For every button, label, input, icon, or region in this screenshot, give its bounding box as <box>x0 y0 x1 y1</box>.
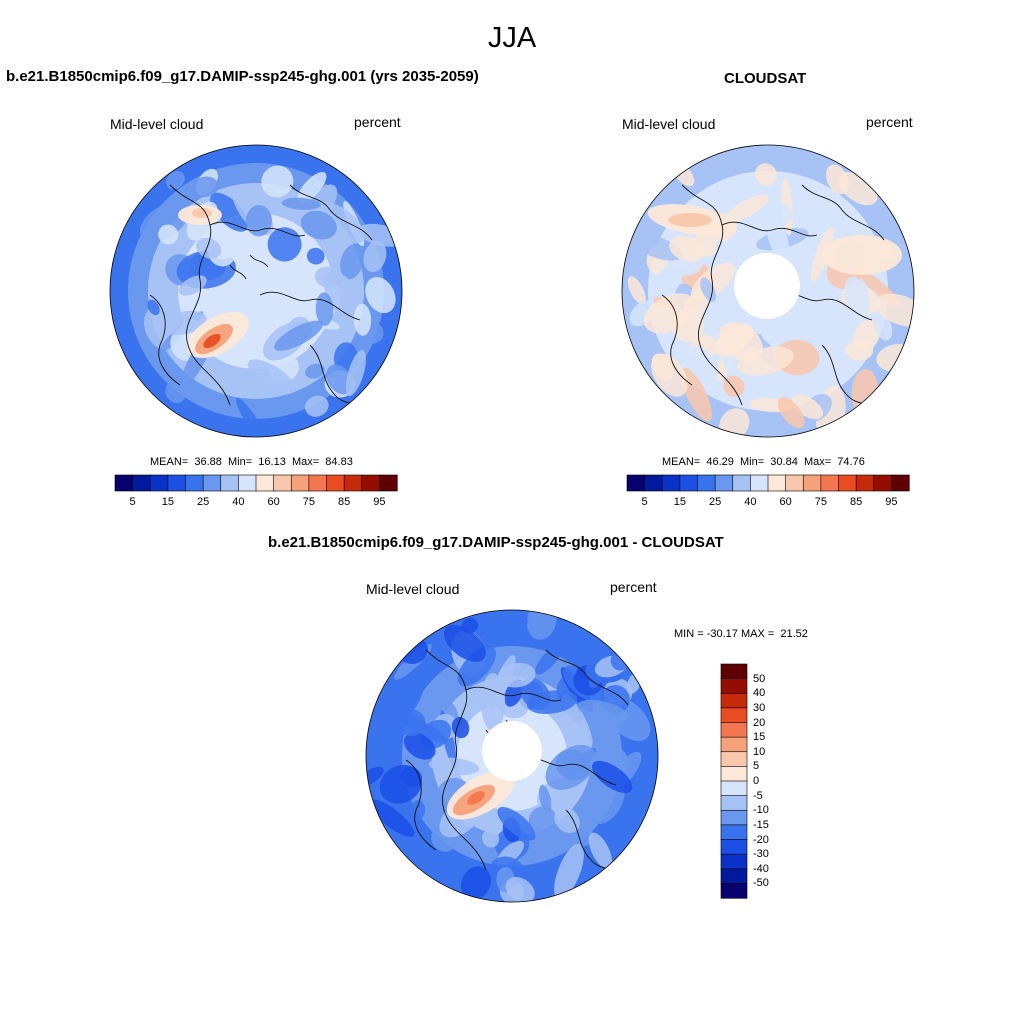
colorbar-tick: 75 <box>302 496 316 508</box>
colorbar-tick: 40 <box>232 496 245 508</box>
model-min-value: 16.13 <box>258 456 286 468</box>
obs-units-label: percent <box>866 114 913 130</box>
colorbar-swatch <box>679 474 699 492</box>
colorbar-tick: -30 <box>753 848 769 861</box>
colorbar-swatch <box>767 474 787 492</box>
model-mean-label: MEAN= <box>150 456 189 468</box>
model-colorbar <box>114 474 398 492</box>
colorbar-tick: 60 <box>267 496 280 508</box>
model-colorbar-ticks: 5 15 25 40 60 75 85 95 <box>115 496 397 510</box>
diff-colorbar <box>720 663 748 899</box>
colorbar-swatch <box>873 474 892 492</box>
colorbar-swatch <box>185 474 204 492</box>
colorbar-tick: 25 <box>708 496 722 508</box>
model-panel-title: b.e21.B1850cmip6.f09_g17.DAMIP-ssp245-gh… <box>6 68 479 85</box>
colorbar-tick: 5 <box>641 496 648 508</box>
colorbar-tick: 10 <box>753 745 766 758</box>
obs-polar-map <box>621 144 915 438</box>
model-variable-label: Mid-level cloud <box>110 116 204 132</box>
colorbar-tick: 50 <box>753 672 766 685</box>
colorbar-tick: 25 <box>196 496 210 508</box>
colorbar-swatch <box>114 474 134 492</box>
colorbar-swatch <box>202 474 222 492</box>
obs-min-label: Min= <box>740 456 765 468</box>
obs-max-value: 74.76 <box>837 456 865 468</box>
model-min-label: Min= <box>228 456 253 468</box>
colorbar-tick: -50 <box>753 877 769 890</box>
colorbar-tick: 95 <box>885 496 898 508</box>
colorbar-swatch <box>626 474 646 492</box>
colorbar-swatch <box>273 474 292 492</box>
colorbar-swatch <box>891 474 910 492</box>
obs-colorbar <box>626 474 910 492</box>
colorbar-swatch <box>820 474 840 492</box>
colorbar-swatch <box>802 474 822 492</box>
colorbar-swatch <box>326 474 345 492</box>
colorbar-tick: -15 <box>753 818 769 831</box>
colorbar-swatch <box>343 474 363 492</box>
colorbar-tick: -40 <box>753 862 769 875</box>
colorbar-tick: 75 <box>814 496 828 508</box>
model-polar-map <box>109 144 403 438</box>
model-mean-value: 36.88 <box>194 456 222 468</box>
model-stats: MEAN= 36.88 Min= 16.13 Max= 84.83 <box>150 456 353 468</box>
colorbar-swatch <box>290 474 310 492</box>
colorbar-swatch <box>714 474 734 492</box>
colorbar-tick: 95 <box>373 496 386 508</box>
colorbar-tick: 85 <box>849 496 863 508</box>
colorbar-swatch <box>361 474 380 492</box>
colorbar-swatch <box>720 883 748 899</box>
model-max-value: 84.83 <box>325 456 353 468</box>
colorbar-tick: 20 <box>753 716 766 729</box>
model-max-label: Max= <box>291 456 320 468</box>
colorbar-tick: 15 <box>161 496 175 508</box>
colorbar-tick: 40 <box>744 496 757 508</box>
colorbar-swatch <box>732 474 751 492</box>
colorbar-tick: -10 <box>753 804 769 817</box>
colorbar-swatch <box>238 474 257 492</box>
season-title: JJA <box>487 22 537 54</box>
colorbar-tick: 60 <box>779 496 792 508</box>
obs-mean-label: MEAN= <box>662 456 701 468</box>
colorbar-swatch <box>167 474 187 492</box>
colorbar-tick: 40 <box>753 687 766 700</box>
colorbar-swatch <box>750 474 769 492</box>
diff-variable-label: Mid-level cloud <box>366 581 460 597</box>
diff-polar-map <box>365 609 659 903</box>
model-units-label: percent <box>354 114 401 130</box>
obs-panel-title: CLOUDSAT <box>724 70 807 87</box>
colorbar-swatch <box>379 474 398 492</box>
colorbar-tick: 5 <box>129 496 136 508</box>
colorbar-swatch <box>697 474 716 492</box>
colorbar-swatch <box>838 474 857 492</box>
colorbar-swatch <box>785 474 804 492</box>
colorbar-swatch <box>308 474 328 492</box>
obs-min-value: 30.84 <box>770 456 798 468</box>
colorbar-tick: -5 <box>753 789 763 802</box>
diff-colorbar-ticks: 50 40 30 20 15 10 5 0 -5 -10 -15 -20 -30… <box>721 664 791 898</box>
obs-stats: MEAN= 46.29 Min= 30.84 Max= 74.76 <box>662 456 865 468</box>
colorbar-tick: 30 <box>753 701 766 714</box>
colorbar-swatch <box>661 474 681 492</box>
colorbar-tick: 15 <box>673 496 687 508</box>
obs-max-label: Max= <box>803 456 832 468</box>
diff-panel-title: b.e21.B1850cmip6.f09_g17.DAMIP-ssp245-gh… <box>268 534 724 551</box>
colorbar-swatch <box>644 474 663 492</box>
colorbar-tick: 15 <box>753 731 766 744</box>
colorbar-swatch <box>220 474 239 492</box>
colorbar-tick: 85 <box>337 496 351 508</box>
diff-minmax: MIN = -30.17 MAX = 21.52 <box>674 628 808 640</box>
colorbar-tick: 0 <box>753 775 760 787</box>
diff-units-label: percent <box>610 579 657 595</box>
obs-colorbar-ticks: 5 15 25 40 60 75 85 95 <box>627 496 909 510</box>
colorbar-tick: -20 <box>753 833 769 846</box>
colorbar-tick: 5 <box>753 760 760 773</box>
obs-variable-label: Mid-level cloud <box>622 116 716 132</box>
obs-mean-value: 46.29 <box>706 456 734 468</box>
colorbar-swatch <box>855 474 875 492</box>
colorbar-swatch <box>132 474 151 492</box>
colorbar-swatch <box>255 474 275 492</box>
colorbar-swatch <box>149 474 169 492</box>
